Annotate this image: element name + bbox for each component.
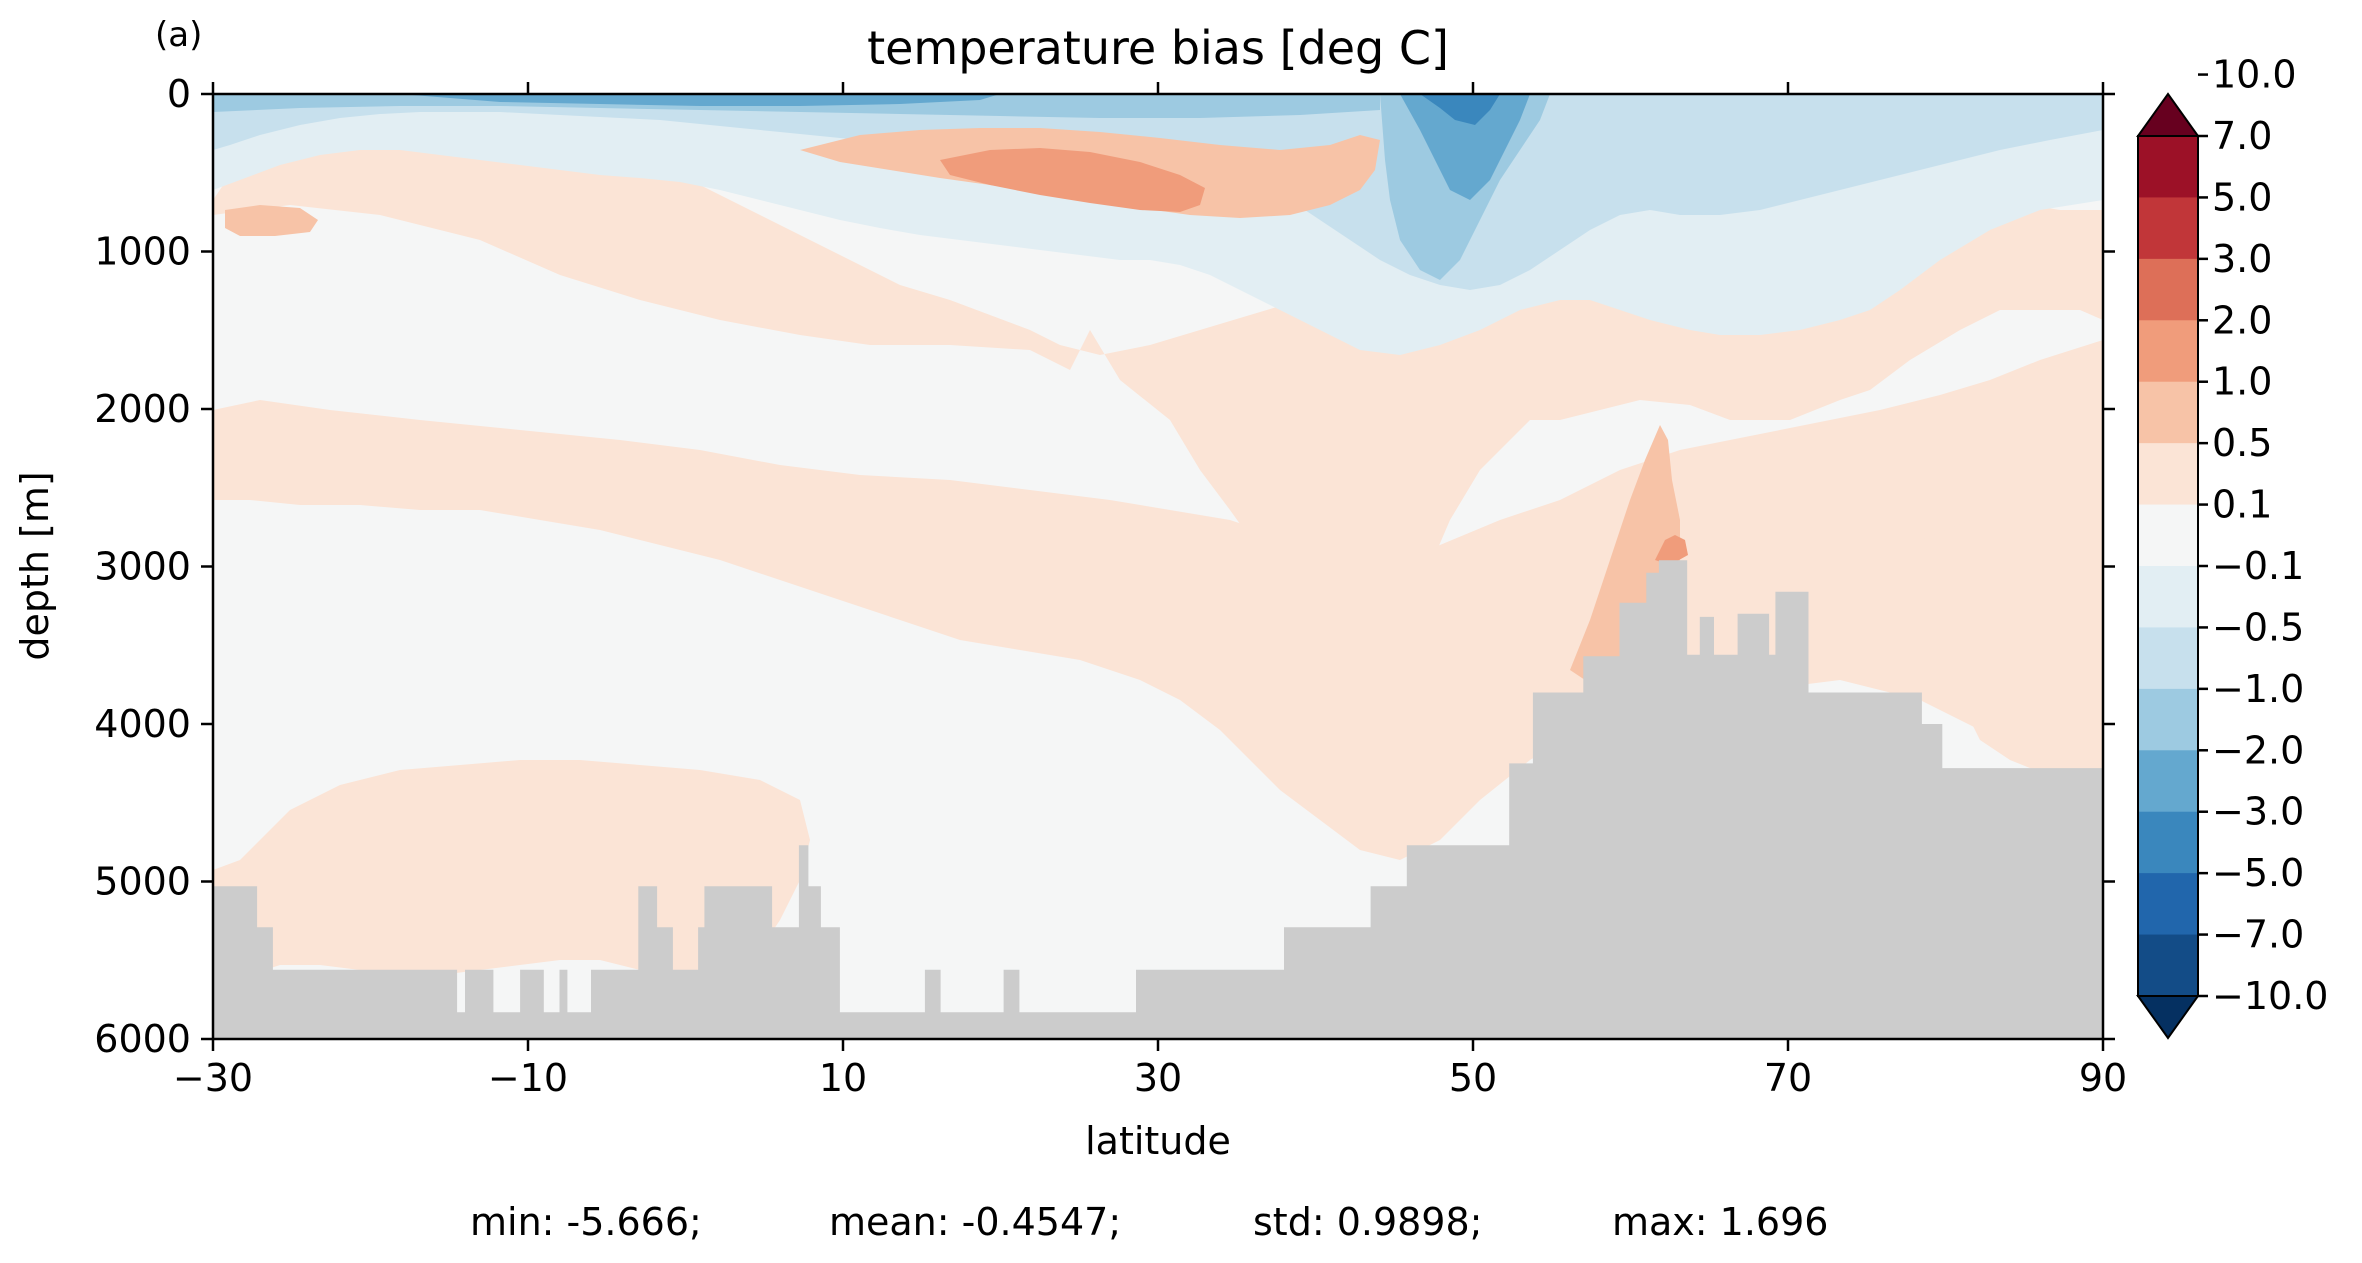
y-tick-label: 3000 (94, 545, 191, 589)
colorbar-segment (2138, 934, 2198, 997)
colorbar-segment (2138, 873, 2198, 936)
contour-band-east-pos (1880, 450, 2103, 780)
colorbar-segment (2138, 320, 2198, 383)
colorbar-tick-label: −7.0 (2212, 913, 2304, 957)
chart-title: temperature bias [deg C] (867, 21, 1449, 75)
stat-mean: mean: -0.4547; (829, 1200, 1121, 1244)
x-tick-label: 50 (1449, 1056, 1497, 1100)
x-tick-label: −30 (173, 1056, 253, 1100)
colorbar-tick-label: −1.0 (2212, 667, 2304, 711)
colorbar-segment (2138, 443, 2198, 506)
colorbar-segment (2138, 750, 2198, 813)
colorbar-segment (2138, 381, 2198, 444)
contour-band-pos-1p0-upper (940, 148, 1205, 212)
colorbar-extend-min (2136, 995, 2200, 1040)
colorbar-tick-label: 2.0 (2212, 298, 2272, 342)
colorbar-segment (2138, 688, 2198, 751)
plot-area: −30 −10 10 30 50 70 90 0 1000 2000 3000 4000 5000 60… (94, 72, 2127, 1100)
bathymetry-land (213, 560, 2103, 1039)
colorbar-tick-label: −5.0 (2212, 851, 2304, 895)
colorbar-segment (2138, 566, 2198, 628)
stats-line: min: -5.666; mean: -0.4547; std: 0.9898;… (470, 1200, 1828, 1244)
colorbar-segment (2138, 627, 2198, 690)
contour-band-neg-2p0-surface (400, 94, 1000, 106)
colorbar-segment (2138, 811, 2198, 874)
colorbar-tick-label: −3.0 (2212, 790, 2304, 834)
colorbar-tick-label: −0.1 (2212, 544, 2304, 588)
colorbar-segment (2138, 197, 2198, 260)
contour-band-lower-pos (213, 340, 2103, 860)
x-axis: −30 −10 10 30 50 70 90 (173, 82, 2127, 1100)
x-axis-label: latitude (1085, 1119, 1231, 1163)
colorbar-tick-label: −2.0 (2212, 728, 2304, 772)
stat-std: std: 0.9898; (1253, 1200, 1482, 1244)
colorbar-segment (2138, 258, 2198, 321)
colorbar-tick-label: 0.1 (2212, 483, 2272, 527)
colorbar-segment (2138, 504, 2198, 567)
y-tick-label: 2000 (94, 387, 191, 431)
contour-field (213, 94, 2103, 1000)
stat-max: max: 1.696 (1612, 1200, 1828, 1244)
y-tick-label: 4000 (94, 702, 191, 746)
colorbar-tick-label: 3.0 (2212, 237, 2272, 281)
panel-label: (a) (155, 15, 202, 55)
y-tick-label: 0 (167, 72, 191, 116)
y-tick-label: 1000 (94, 230, 191, 274)
colorbar-tick-label: −0.5 (2212, 605, 2304, 649)
y-axis: 0 1000 2000 3000 4000 5000 6000 (94, 72, 2115, 1061)
y-tick-label: 6000 (94, 1017, 191, 1061)
colorbar-tick-label: 1.0 (2212, 360, 2272, 404)
contour-band-neg-2p0 (1400, 94, 1530, 200)
colorbar-tick-label: 5.0 (2212, 175, 2272, 219)
stat-min: min: -5.666; (470, 1200, 702, 1244)
x-tick-label: 90 (2079, 1056, 2127, 1100)
contour-band-neg-0p5 (213, 94, 2103, 290)
colorbar-tick-label: 0.5 (2212, 421, 2272, 465)
x-tick-label: 30 (1134, 1056, 1182, 1100)
colorbar-tick-label: −10.0 (2212, 974, 2328, 1018)
contour-band-pos-0p5-west (225, 205, 318, 236)
colorbar-extend-max (2136, 92, 2200, 137)
colorbar: −10.0 −7.0 −5.0 −3.0 −2.0 −1.0 −0.5 −0.1 0.1 0.5 1… (2136, 53, 2328, 1040)
x-tick-label: 70 (1764, 1056, 1812, 1100)
x-tick-label: 10 (819, 1056, 867, 1100)
x-tick-label: −10 (488, 1056, 568, 1100)
y-axis-label: depth [m] (13, 471, 57, 660)
contour-band-neg-3p0 (1420, 94, 1500, 125)
y-tick-label: 5000 (94, 860, 191, 904)
colorbar-segment (2138, 136, 2198, 198)
colorbar-tick-label: 10.0 (2212, 53, 2297, 97)
contour-band-pos-1p0-ridge (1655, 535, 1688, 565)
colorbar-tick-label: 7.0 (2212, 114, 2272, 158)
